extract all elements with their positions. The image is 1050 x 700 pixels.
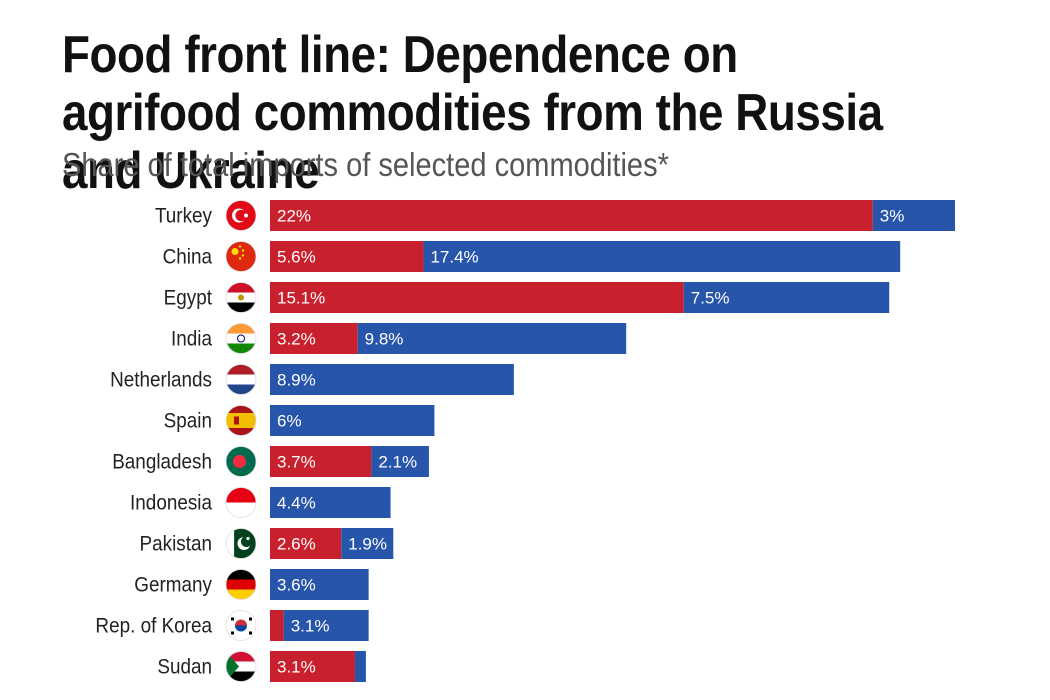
bar-segment-blue (423, 241, 901, 272)
turkey-flag-icon (225, 200, 257, 231)
bar-row: Germany 3.6% (134, 569, 369, 600)
bar-row: Bangladesh 3.7% 2.1% (112, 446, 429, 477)
data-label: 3.1% (277, 658, 316, 677)
data-label: 3.2% (277, 330, 316, 349)
netherlands-flag-icon (225, 364, 257, 395)
data-label: 3.7% (277, 453, 316, 472)
category-label: Sudan (157, 656, 212, 679)
chart-subtitle: Share of total imports of selected commo… (62, 146, 669, 183)
pakistan-flag-icon (225, 528, 257, 559)
china-flag-icon (225, 241, 257, 272)
category-label: China (163, 246, 213, 269)
data-label: 22% (277, 207, 311, 226)
bar-segment-blue (371, 446, 429, 477)
india-flag-icon (225, 323, 257, 354)
data-label: 5.6% (277, 248, 316, 267)
data-label: 17.4% (430, 248, 478, 267)
bar-segment-blue (341, 528, 394, 559)
bar-segment-red (270, 651, 355, 682)
data-label: 4.4% (277, 494, 316, 513)
bar-segment-blue (683, 282, 890, 313)
bar-row: Spain 6% (164, 405, 435, 436)
bar-segment-red (270, 200, 873, 231)
category-label: Pakistan (140, 533, 212, 556)
data-label: 3.1% (291, 617, 330, 636)
data-label: 15.1% (277, 289, 325, 308)
bar-segment-red (270, 282, 684, 313)
bar-row: Netherlands 8.9% (110, 364, 514, 395)
bar-segment-red (270, 610, 284, 641)
bar-segment-blue (354, 651, 366, 682)
indonesia-flag-icon (225, 487, 257, 518)
data-label: 2.1% (378, 453, 417, 472)
bangladesh-flag-icon (225, 446, 257, 477)
bar-segment-blue (357, 323, 627, 354)
bar-row: India 3.2% 9.8% (171, 323, 627, 354)
bar-segment-blue (270, 364, 514, 395)
bar-segment-blue (283, 610, 369, 641)
bar-segment-blue (270, 405, 435, 436)
bar-row: Sudan 3.1% (157, 651, 366, 682)
bar-segment-red (270, 446, 372, 477)
germany-flag-icon (225, 569, 257, 600)
category-label: Bangladesh (112, 451, 212, 474)
data-label: 9.8% (365, 330, 404, 349)
data-label: 7.5% (691, 289, 730, 308)
bar-segment-blue (270, 487, 391, 518)
sudan-flag-icon (225, 651, 257, 682)
data-label: 2.6% (277, 535, 316, 554)
category-label: Germany (134, 574, 212, 597)
bar-segment-red (270, 528, 342, 559)
category-label: Spain (164, 410, 212, 433)
bar-segment-blue (872, 200, 955, 231)
data-label: 3% (880, 207, 905, 226)
korea-flag-icon (225, 610, 257, 641)
bar-row: Turkey 22% 3% (155, 200, 955, 231)
category-label: Indonesia (130, 492, 213, 515)
category-label: Rep. of Korea (95, 615, 212, 638)
bar-row: Pakistan 2.6% 1.9% (140, 528, 394, 559)
category-label: India (171, 328, 213, 351)
category-label: Turkey (155, 205, 212, 228)
bar-row: Egypt 15.1% 7.5% (164, 282, 890, 313)
bar-segment-red (270, 323, 358, 354)
data-label: 3.6% (277, 576, 316, 595)
spain-flag-icon (225, 405, 257, 436)
data-label: 8.9% (277, 371, 316, 390)
bar-segment-red (270, 241, 424, 272)
chart-title: Food front line: Dependence on agrifood … (62, 26, 883, 200)
category-label: Netherlands (110, 369, 212, 392)
bar-row: China 5.6% 17.4% (163, 241, 901, 272)
bar-row: Indonesia 4.4% (130, 487, 391, 518)
data-label: 1.9% (348, 535, 387, 554)
bar-segment-blue (270, 569, 369, 600)
egypt-flag-icon (225, 282, 257, 313)
data-label: 6% (277, 412, 302, 431)
bar-row: Rep. of Korea 3.1% (95, 610, 369, 641)
category-label: Egypt (164, 287, 213, 310)
